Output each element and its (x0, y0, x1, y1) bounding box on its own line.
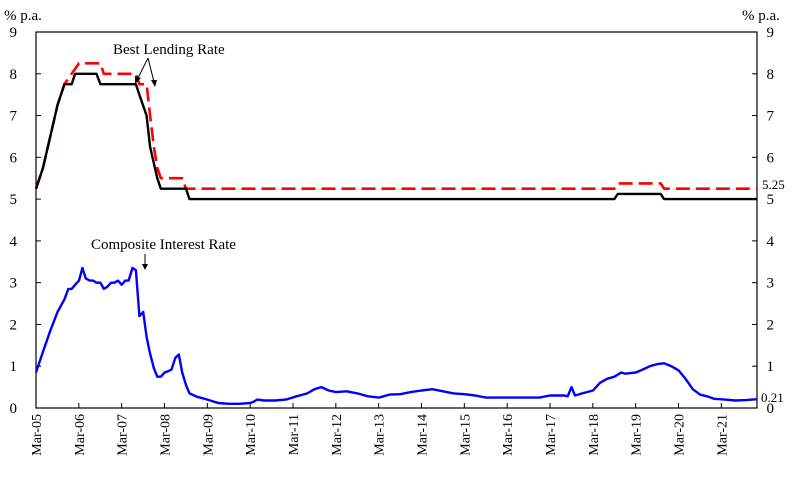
x-axis: Mar-05 Mar-06 Mar-07 Mar-08 Mar-09 Mar-10 Mar-… (30, 403, 730, 456)
x-tick-label: Mar-08 (158, 414, 173, 456)
y-tick-label-left: 0 (10, 401, 18, 417)
end-label-blr: 5.25 (762, 177, 785, 192)
y-axis-right: 0 1 2 3 4 5 6 7 8 9 (752, 25, 775, 417)
x-tick-label: Mar-19 (630, 414, 645, 456)
annotation-composite-interest-rate: Composite Interest Rate (91, 237, 236, 253)
y-tick-label-left: 7 (10, 109, 18, 125)
x-tick-label: Mar-05 (30, 414, 45, 456)
y-tick-label-left: 2 (10, 317, 18, 333)
y-tick-label-left: 1 (10, 359, 18, 375)
x-tick-label: Mar-20 (672, 414, 687, 456)
y-tick-label-right: 2 (767, 317, 775, 333)
annotation-best-lending-rate: Best Lending Rate (113, 42, 225, 58)
y-tick-label-right: 1 (767, 359, 775, 375)
y-tick-label-left: 8 (10, 67, 18, 83)
series-layer (34, 62, 758, 405)
x-tick-label: Mar-16 (501, 414, 516, 456)
annotation-arrowhead-composite (142, 264, 148, 270)
y-axis-left: 0 1 2 3 4 5 6 7 8 9 (10, 25, 41, 417)
y-tick-label-right: 3 (767, 276, 775, 292)
annotation-arrow-red (147, 57, 155, 83)
y-tick-label-right: 6 (767, 150, 775, 166)
series-line-black (34, 72, 757, 201)
y-tick-label-right: 8 (767, 67, 775, 83)
x-tick-label: Mar-21 (715, 414, 730, 456)
x-tick-label: Mar-11 (287, 414, 302, 455)
x-tick-label: Mar-13 (373, 414, 388, 456)
x-tick-label: Mar-18 (587, 414, 602, 456)
annotation-arrowhead-red (151, 80, 157, 87)
x-tick-label: Mar-12 (330, 414, 345, 456)
y-tick-label-right: 7 (767, 109, 775, 125)
x-tick-label: Mar-17 (544, 414, 559, 456)
annotation-arrow-black (136, 57, 149, 81)
x-tick-label: Mar-10 (244, 414, 259, 456)
x-tick-label: Mar-15 (458, 414, 473, 456)
y-unit-right: % p.a. (742, 8, 780, 24)
y-tick-label-left: 4 (10, 234, 18, 250)
x-tick-label: Mar-07 (116, 414, 131, 456)
y-tick-label-right: 5 (767, 192, 775, 208)
y-tick-label-right: 0 (767, 401, 775, 417)
y-tick-label-left: 9 (10, 25, 18, 41)
y-tick-label-right: 4 (767, 234, 775, 250)
annotation-arrowhead-black (135, 76, 141, 84)
end-label-composite: 0.21 (761, 390, 784, 405)
x-tick-label: Mar-06 (73, 414, 88, 456)
plot-area (35, 31, 758, 409)
y-tick-label-left: 6 (10, 150, 18, 166)
y-tick-label-left: 3 (10, 276, 18, 292)
series-line-blue (34, 266, 758, 405)
y-tick-label-left: 5 (10, 192, 18, 208)
y-unit-left: % p.a. (4, 8, 42, 24)
x-tick-label: Mar-14 (415, 414, 430, 456)
x-tick-label: Mar-09 (201, 414, 216, 456)
y-tick-label-right: 9 (767, 25, 775, 41)
